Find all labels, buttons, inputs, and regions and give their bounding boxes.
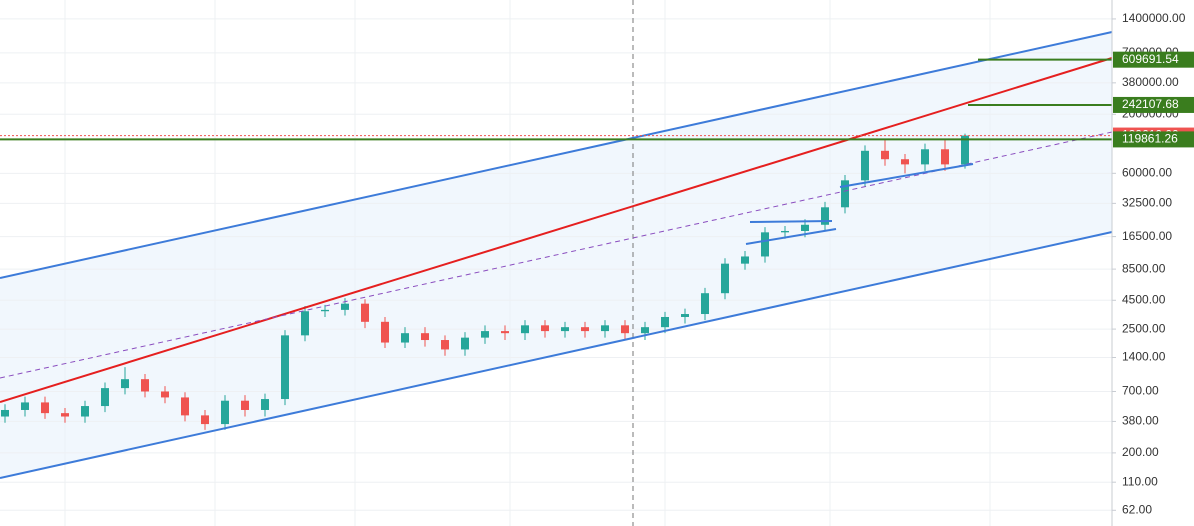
- y-tick-label: 2500.00: [1122, 321, 1166, 335]
- candle-body: [921, 149, 929, 165]
- candle-body: [741, 256, 749, 264]
- candle-body: [481, 331, 489, 338]
- candle-body: [381, 321, 389, 343]
- price-tag: [1113, 131, 1194, 148]
- y-tick-label: 700.00: [1122, 384, 1159, 398]
- candle-body: [301, 311, 309, 336]
- candles: [1, 133, 969, 430]
- price-lines: [0, 58, 1112, 141]
- y-tick-label: 1400.00: [1122, 350, 1166, 364]
- candle-body: [681, 314, 689, 317]
- candle-body: [341, 303, 349, 310]
- candle-body: [561, 327, 569, 332]
- candle-body: [261, 399, 269, 410]
- candle-body: [801, 224, 809, 231]
- candle-body: [821, 207, 829, 225]
- candle-body: [961, 135, 969, 165]
- candle-body: [321, 309, 329, 312]
- candle-body: [221, 400, 229, 425]
- candle-body: [861, 150, 869, 181]
- candle-body: [421, 333, 429, 341]
- y-tick-label: 380.00: [1122, 414, 1159, 428]
- candle-body: [1, 409, 9, 417]
- candle-body: [661, 316, 669, 328]
- price-tag-label: 242107.68: [1122, 97, 1179, 111]
- candle-body: [121, 379, 129, 389]
- candle-body: [841, 180, 849, 208]
- candle-body: [241, 400, 249, 410]
- candle-body: [901, 159, 909, 165]
- candle-body: [401, 333, 409, 343]
- price-tag: [1113, 51, 1194, 68]
- y-tick-label: 8500.00: [1122, 261, 1166, 275]
- candle-body: [461, 337, 469, 350]
- candle-body: [881, 150, 889, 160]
- candle-body: [621, 325, 629, 334]
- candle-body: [601, 325, 609, 332]
- candle-body: [581, 327, 589, 332]
- candle-body: [521, 325, 529, 334]
- candle-body: [761, 232, 769, 257]
- candle-body: [781, 230, 789, 233]
- candle-body: [201, 415, 209, 425]
- candle-body: [61, 413, 69, 417]
- candle-body: [361, 303, 369, 322]
- candle-body: [501, 331, 509, 334]
- y-tick-label: 4500.00: [1122, 292, 1166, 306]
- y-tick-label: 16500.00: [1122, 229, 1172, 243]
- y-tick-label: 62.00: [1122, 502, 1152, 516]
- candle-body: [141, 379, 149, 392]
- price-tag: [1113, 96, 1194, 113]
- candle-body: [21, 402, 29, 410]
- axis-panel: [1112, 0, 1194, 526]
- candle-body: [441, 340, 449, 350]
- price-tag-label: 609691.54: [1122, 52, 1179, 66]
- y-tick-label: 60000.00: [1122, 165, 1172, 179]
- candle-body: [81, 406, 89, 417]
- candle-body: [181, 397, 189, 416]
- y-tick-label: 110.00: [1122, 474, 1158, 488]
- candle-body: [701, 293, 709, 315]
- y-tick-label: 1400000.00: [1122, 11, 1186, 25]
- y-tick-label: 380000.00: [1122, 75, 1179, 89]
- candle-body: [281, 335, 289, 400]
- price-tag-label: 119861.26: [1122, 132, 1178, 146]
- candle-body: [41, 402, 49, 414]
- candle-body: [721, 263, 729, 294]
- y-axis: 1400000.00700000.00380000.00200000.00600…: [1112, 11, 1194, 516]
- candle-body: [641, 327, 649, 334]
- y-tick-label: 200.00: [1122, 445, 1159, 459]
- candle-body: [541, 325, 549, 332]
- candle-body: [941, 149, 949, 165]
- candle-body: [101, 388, 109, 407]
- y-tick-label: 32500.00: [1122, 196, 1172, 210]
- drawings: [0, 31, 1113, 479]
- candle-body: [161, 391, 169, 398]
